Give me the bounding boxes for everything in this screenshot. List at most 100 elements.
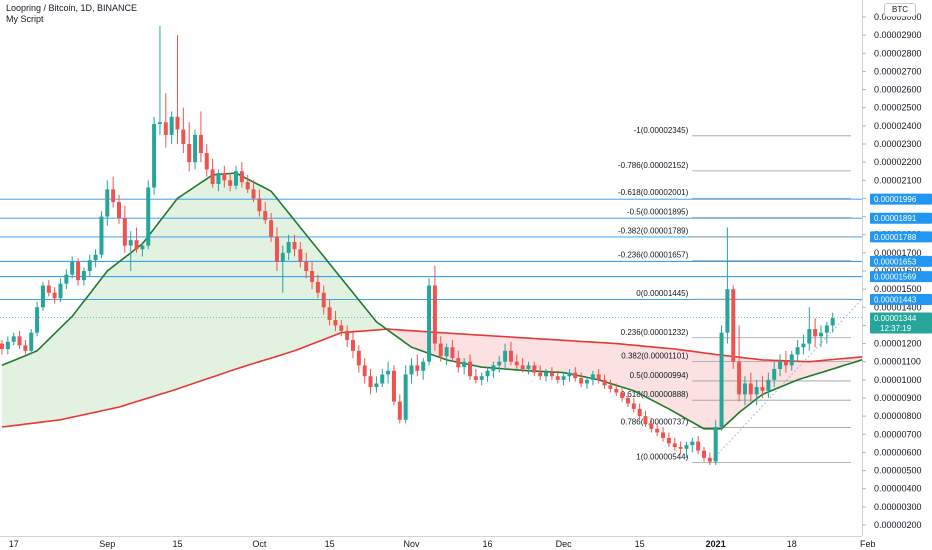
price-tick-label-5: 0.00000700 xyxy=(874,429,922,439)
candle-body-80 xyxy=(468,361,472,377)
hline-price-label-3: 0.00001653 xyxy=(874,257,917,266)
candle-body-101 xyxy=(590,374,595,380)
candle-body-137 xyxy=(801,343,806,348)
price-tick-label-25: 0.00002700 xyxy=(874,66,922,76)
candle-body-122 xyxy=(713,427,718,462)
candle-body-132 xyxy=(772,368,777,380)
fib-label-8: 0.382(0.00001101) xyxy=(621,352,688,361)
hline-price-box-5 xyxy=(870,293,932,305)
candle-body-18 xyxy=(105,189,110,217)
candle-body-72 xyxy=(421,361,426,371)
candle-body-84 xyxy=(491,365,496,371)
candle-body-110 xyxy=(643,416,648,424)
chart-legend: Loopring / Bitcoin, 1D, BINANCE My Scrip… xyxy=(6,3,137,25)
candle-body-98 xyxy=(573,372,578,379)
candle-body-94 xyxy=(549,372,554,377)
candle-body-78 xyxy=(456,358,461,368)
candle-body-136 xyxy=(795,347,800,355)
currency-badge[interactable]: BTC xyxy=(884,3,916,17)
candle-body-105 xyxy=(614,388,619,393)
fib-label-6: 0(0.00001445) xyxy=(636,289,688,298)
candle-body-99 xyxy=(579,378,584,384)
candle-body-127 xyxy=(742,383,747,395)
candle-body-121 xyxy=(707,457,712,462)
time-tick-label-1: Sep xyxy=(99,539,115,549)
candle-body-119 xyxy=(696,441,701,451)
candle-body-97 xyxy=(567,372,572,377)
hline-price-label-0: 0.00001996 xyxy=(874,195,917,204)
candle-body-32 xyxy=(187,144,192,163)
time-tick-label-5: Nov xyxy=(403,539,420,549)
price-tick-label-15: 0.00001700 xyxy=(874,248,922,258)
candle-body-53 xyxy=(310,271,315,282)
candle-body-40 xyxy=(234,171,238,186)
candle-body-7 xyxy=(40,285,45,308)
price-tick-label-21: 0.00002300 xyxy=(874,139,922,149)
candle-body-93 xyxy=(544,372,549,377)
candle-body-88 xyxy=(514,361,519,366)
candle-body-9 xyxy=(52,292,57,299)
script-name[interactable]: My Script xyxy=(6,14,44,24)
fib-label-1: -0.786(0.00002152) xyxy=(618,161,689,170)
candle-body-70 xyxy=(409,365,414,375)
candle-body-140 xyxy=(819,332,823,337)
candle-body-92 xyxy=(538,372,543,377)
candle-body-45 xyxy=(263,211,268,221)
candle-body-108 xyxy=(631,403,636,409)
hline-price-box-2 xyxy=(870,231,932,243)
price-tick-label-27: 0.00002900 xyxy=(874,30,922,40)
time-tick-label-3: Oct xyxy=(252,539,267,549)
candle-body-134 xyxy=(783,361,788,366)
candle-body-82 xyxy=(479,376,484,380)
time-tick-label-6: 16 xyxy=(483,539,493,549)
fib-label-10: 0.618(0.00000888) xyxy=(621,390,689,399)
candle-body-124 xyxy=(725,289,730,333)
fib-label-5: -0.236(0.00001657) xyxy=(618,251,689,260)
candle-body-57 xyxy=(333,319,338,326)
candle-body-12 xyxy=(70,261,75,275)
price-tick-label-0: 0.00000200 xyxy=(874,520,922,530)
candle-body-20 xyxy=(117,202,121,219)
candle-body-130 xyxy=(760,387,765,391)
candle-body-26 xyxy=(152,124,157,188)
candle-body-43 xyxy=(251,189,256,199)
hline-price-box-4 xyxy=(870,271,932,283)
candle-body-4 xyxy=(23,345,28,351)
fib-label-2: -0.618(0.00002001) xyxy=(618,188,689,197)
candle-body-48 xyxy=(280,252,285,262)
time-tick-label-7: Dec xyxy=(556,539,573,549)
candle-body-73 xyxy=(427,285,432,362)
candle-body-104 xyxy=(608,385,613,389)
price-tick-label-3: 0.00000500 xyxy=(874,466,922,476)
candlesticks xyxy=(0,26,835,466)
symbol-title[interactable]: Loopring / Bitcoin, 1D, BINANCE xyxy=(6,3,138,13)
fib-retracement[interactable]: -1(0.00002345) -0.786(0.00002152) -0.618(0… xyxy=(618,126,863,463)
price-tick-label-1: 0.00000300 xyxy=(874,502,922,512)
candle-body-106 xyxy=(620,392,625,398)
candle-body-69 xyxy=(403,374,408,420)
candle-body-65 xyxy=(380,374,385,384)
candle-body-118 xyxy=(690,441,695,446)
candle-body-44 xyxy=(257,198,262,212)
candle-body-75 xyxy=(438,343,443,357)
candle-body-5 xyxy=(29,332,34,351)
candle-body-14 xyxy=(81,271,86,281)
candle-body-15 xyxy=(87,260,92,271)
hline-price-box-0 xyxy=(870,193,932,205)
candle-body-100 xyxy=(585,379,589,384)
candle-body-19 xyxy=(111,189,116,203)
candle-body-83 xyxy=(485,370,490,377)
candle-body-138 xyxy=(807,329,812,344)
candle-body-109 xyxy=(637,408,642,417)
candle-body-114 xyxy=(666,437,671,444)
time-axis[interactable]: 17 Sep 15 Oct 15 Nov 16 Dec 15 2021 18 Feb xyxy=(0,536,876,550)
price-tick-label-12: 0.00001400 xyxy=(874,302,922,312)
fib-label-3: -0.5(0.00001895) xyxy=(627,207,689,216)
price-tick-label-19: 0.00002100 xyxy=(874,175,922,185)
candle-body-23 xyxy=(134,240,139,250)
candle-body-3 xyxy=(17,336,22,346)
candle-body-142 xyxy=(830,318,835,326)
candle-body-64 xyxy=(374,383,379,388)
